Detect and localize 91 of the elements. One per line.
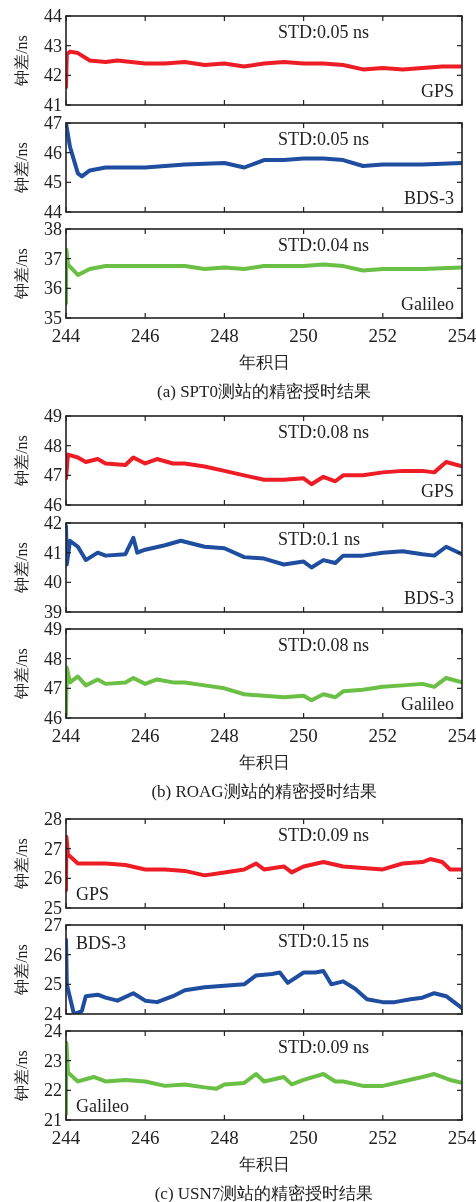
y-axis-title: 钟差/ns	[13, 1050, 30, 1102]
y-axis-title: 钟差/ns	[13, 248, 30, 300]
y-tick-label: 24	[44, 1004, 62, 1024]
annotation: STD:0.09 ns	[278, 1037, 370, 1057]
y-axis-title: 钟差/ns	[13, 435, 30, 487]
series-label: BDS-3	[76, 933, 127, 953]
y-tick-label: 46	[44, 708, 62, 728]
annotation: STD:0.08 ns	[278, 422, 370, 442]
x-tick-label: 248	[210, 325, 239, 346]
x-tick-label: 246	[130, 1127, 160, 1148]
y-tick-label: 36	[44, 278, 62, 299]
y-tick-label: 46	[44, 142, 62, 163]
series-label: BDS-3	[403, 588, 454, 608]
y-tick-label: 24	[44, 1021, 62, 1041]
x-tick-label: 248	[210, 1127, 239, 1148]
y-tick-label: 41	[44, 95, 62, 115]
x-tick-label: 252	[368, 325, 398, 346]
y-tick-label: 27	[44, 915, 62, 935]
annotation: STD:0.1 ns	[278, 529, 361, 549]
y-tick-label: 41	[44, 542, 62, 563]
series-label: GPS	[76, 884, 110, 904]
x-tick-label: 246	[130, 725, 160, 746]
x-tick-label: 254	[447, 325, 476, 346]
series-label: GPS	[420, 481, 454, 501]
series-label: BDS-3	[403, 188, 454, 208]
x-tick-label: 254	[447, 725, 476, 746]
y-tick-label: 42	[44, 513, 62, 533]
series-label: Galileo	[76, 1096, 129, 1116]
annotation: STD:0.04 ns	[278, 235, 370, 255]
x-tick-label: 250	[289, 1127, 318, 1148]
x-axis-title: 年积日	[238, 353, 290, 372]
y-tick-label: 47	[44, 678, 62, 699]
y-tick-label: 49	[44, 619, 62, 639]
y-tick-label: 35	[44, 308, 62, 328]
line-series	[66, 523, 462, 570]
annotation: STD:0.05 ns	[278, 22, 370, 42]
line-series	[66, 1040, 462, 1117]
y-tick-label: 39	[44, 602, 62, 622]
y-tick-label: 22	[44, 1080, 62, 1101]
y-tick-label: 23	[44, 1050, 62, 1071]
annotation: STD:0.09 ns	[278, 825, 370, 845]
x-tick-label: 244	[51, 325, 81, 346]
y-tick-label: 37	[44, 248, 62, 269]
y-tick-label: 25	[44, 898, 62, 918]
x-tick-label: 244	[51, 1127, 81, 1148]
y-tick-label: 48	[44, 435, 62, 456]
y-tick-label: 48	[44, 648, 62, 669]
y-tick-label: 28	[44, 809, 62, 829]
y-tick-label: 21	[44, 1110, 62, 1130]
y-axis-title: 钟差/ns	[13, 944, 30, 996]
y-tick-label: 43	[44, 35, 62, 56]
y-tick-label: 44	[44, 202, 62, 222]
text: (c) USN7测站的精密授时结果	[154, 1184, 374, 1202]
y-axis-title: 钟差/ns	[13, 542, 30, 594]
x-tick-label: 246	[130, 325, 160, 346]
y-tick-label: 25	[44, 974, 62, 995]
y-tick-label: 45	[44, 172, 62, 193]
x-tick-label: 248	[210, 725, 239, 746]
x-tick-label: 244	[51, 725, 81, 746]
series-label: Galileo	[401, 694, 454, 714]
y-axis-title: 钟差/ns	[13, 838, 30, 890]
x-tick-label: 252	[368, 725, 398, 746]
y-tick-label: 26	[44, 944, 62, 965]
annotation: STD:0.08 ns	[278, 635, 370, 655]
annotation: STD:0.05 ns	[278, 129, 370, 149]
x-tick-label: 250	[289, 725, 318, 746]
series-label: Galileo	[401, 294, 454, 314]
y-tick-label: 46	[44, 495, 62, 515]
text: (a) SPT0测站的精密授时结果	[157, 382, 371, 401]
y-tick-label: 40	[44, 572, 62, 593]
text: (b) ROAG测站的精密授时结果	[151, 782, 377, 801]
x-axis-title: 年积日	[238, 1155, 290, 1174]
annotation: STD:0.15 ns	[278, 931, 370, 951]
y-axis-title: 钟差/ns	[13, 35, 30, 87]
x-tick-label: 254	[447, 1127, 476, 1148]
x-tick-label: 250	[289, 325, 318, 346]
x-tick-label: 252	[368, 1127, 398, 1148]
y-tick-label: 47	[44, 113, 62, 133]
y-tick-label: 38	[44, 219, 62, 239]
y-tick-label: 44	[44, 6, 62, 26]
line-series	[66, 665, 462, 718]
series-label: GPS	[420, 81, 454, 101]
y-tick-label: 27	[44, 838, 62, 859]
y-axis-title: 钟差/ns	[13, 142, 30, 194]
y-tick-label: 49	[44, 406, 62, 426]
line-series	[66, 123, 462, 179]
y-axis-title: 钟差/ns	[13, 648, 30, 700]
y-tick-label: 42	[44, 65, 62, 86]
y-tick-label: 26	[44, 868, 62, 889]
y-tick-label: 47	[44, 465, 62, 486]
x-axis-title: 年积日	[238, 753, 290, 772]
